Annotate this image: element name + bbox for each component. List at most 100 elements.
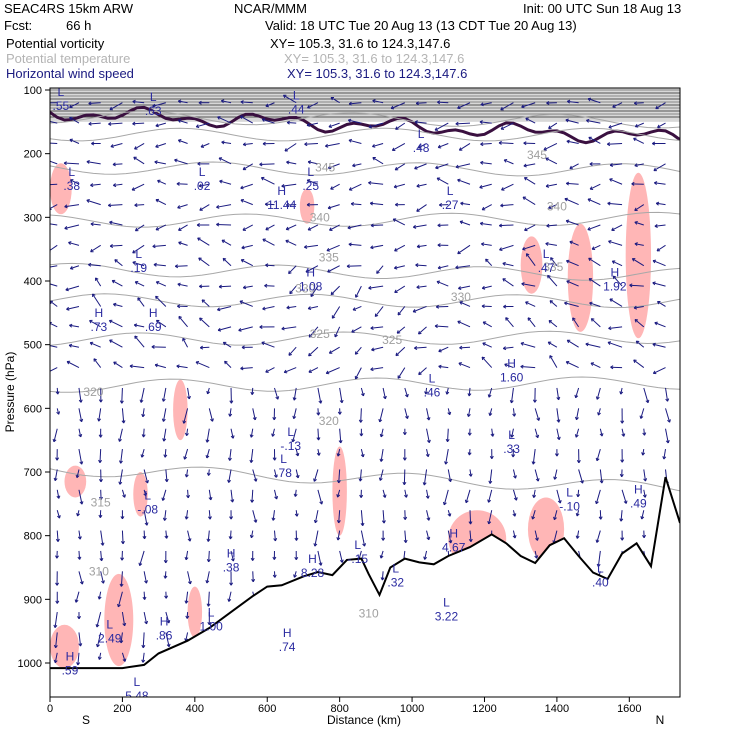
wind-arrowhead (426, 439, 431, 444)
wind-arrow (196, 122, 210, 128)
wind-arrowhead (307, 306, 312, 311)
wind-arrowhead (556, 419, 561, 423)
wind-arrow (328, 122, 340, 128)
wind-arrow (663, 448, 667, 460)
wind-arrowhead (545, 157, 549, 162)
wind-arrow (418, 367, 427, 375)
wind-arrowhead (184, 474, 189, 478)
wind-arrowhead (574, 394, 579, 399)
wind-arrow (447, 408, 451, 415)
wind-arrow (54, 611, 58, 628)
wind-arrow (66, 361, 80, 369)
wind-arrow (653, 163, 666, 172)
wind-arrow (165, 632, 170, 647)
wind-arrow (228, 591, 232, 602)
wind-arrowhead (230, 558, 235, 562)
wind-arrow (534, 428, 539, 438)
wind-arrow (285, 239, 297, 246)
wind-arrow (458, 285, 471, 290)
wind-arrow (88, 122, 101, 125)
pv-extremum-value: 5.48 (125, 689, 149, 703)
pv-extremum-kind: H (449, 527, 458, 541)
wind-arrow (337, 530, 341, 541)
wind-arrowhead (178, 241, 182, 245)
wind-arrowhead (445, 438, 450, 443)
wind-arrowhead (221, 239, 226, 244)
wind-arrow (156, 281, 167, 287)
wind-arrow (355, 367, 362, 380)
wind-arrow (69, 324, 80, 328)
wind-arrow (505, 317, 514, 328)
wind-arrowhead (394, 265, 398, 270)
wind-arrow (569, 241, 579, 246)
wind-arrowhead (187, 395, 191, 400)
wind-arrow (334, 326, 341, 338)
wind-arrowhead (120, 516, 125, 520)
wind-arrowhead (184, 516, 189, 520)
wind-arrow (590, 362, 601, 369)
wind-arrowhead (522, 246, 526, 251)
wind-arrowhead (152, 244, 156, 249)
wind-arrow (634, 319, 645, 328)
wind-arrow (656, 202, 666, 206)
pv-high-region (625, 172, 652, 339)
wind-arrowhead (487, 499, 492, 503)
wind-arrow (217, 305, 232, 311)
wind-arrow (50, 183, 58, 186)
wind-arrow (500, 102, 514, 111)
wind-arrowhead (523, 163, 527, 168)
wind-arrowhead (395, 202, 399, 207)
wind-arrow (50, 345, 58, 348)
wind-arrowhead (222, 257, 227, 262)
wind-arrowhead (498, 223, 503, 228)
wind-arrowhead (109, 220, 113, 225)
wind-arrowhead (261, 341, 265, 346)
wind-arrow (50, 283, 58, 287)
wind-arrowhead (511, 454, 516, 458)
wind-arrowhead (76, 662, 81, 666)
wind-arrowhead (546, 223, 550, 228)
wind-arrow (120, 632, 123, 643)
wind-arrow (545, 157, 558, 165)
wind-arrowhead (199, 284, 203, 289)
wind-arrow (98, 408, 102, 422)
wind-arrow (382, 387, 386, 399)
wind-arrow (185, 510, 189, 520)
wind-arrowhead (141, 644, 146, 649)
wind-arrowhead (121, 420, 126, 424)
wind-arrowhead (416, 285, 420, 290)
pv-extremum-kind: H (227, 546, 236, 560)
wind-arrow (418, 326, 427, 335)
wind-arrowhead (467, 393, 472, 397)
wind-arrowhead (654, 224, 658, 228)
pv-extremum-value: 1.60 (500, 371, 524, 385)
wind-arrowhead (44, 158, 47, 161)
wind-arrowhead (414, 120, 418, 125)
wind-arrowhead (86, 160, 90, 164)
wind-arrowhead (397, 375, 402, 379)
wind-arrowhead (313, 519, 318, 524)
wind-arrow (394, 244, 406, 252)
wind-arrow (633, 359, 645, 368)
wind-arrow (371, 346, 384, 351)
wind-arrowhead (262, 306, 266, 311)
wind-arrow (308, 161, 319, 165)
wind-arrow (252, 571, 254, 582)
wind-arrow (178, 100, 188, 104)
org-name: NCAR/MMM (234, 1, 307, 16)
wind-arrow (330, 97, 340, 104)
wind-arrowhead (500, 203, 504, 208)
wind-arrowhead (437, 223, 441, 228)
wind-arrow (480, 162, 492, 165)
wind-arrow (597, 408, 601, 416)
wind-arrowhead (157, 179, 161, 184)
wind-arrowhead (392, 218, 397, 222)
wind-arrowhead (99, 557, 104, 562)
wind-arrow (349, 183, 362, 191)
wind-arrow (328, 163, 340, 169)
wind-arrow (457, 320, 471, 328)
wind-arrow (370, 244, 384, 249)
wind-arrowhead (566, 99, 571, 104)
wind-arrow (137, 297, 145, 307)
wind-arrowhead (589, 301, 593, 306)
